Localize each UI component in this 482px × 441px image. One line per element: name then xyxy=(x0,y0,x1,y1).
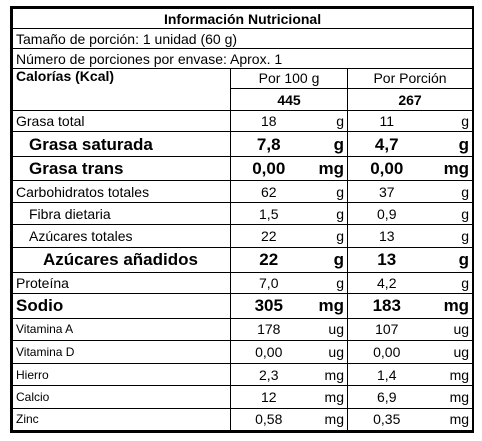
value-per-portion: 183 xyxy=(347,293,426,319)
table-row: Sodio 305 mg 183 mg xyxy=(12,293,474,319)
unit-per-100g: g xyxy=(306,110,348,133)
nutrient-label: Grasa saturada xyxy=(12,131,231,157)
unit-per-portion: mg xyxy=(425,155,474,181)
value-per-100g: 22 xyxy=(230,246,307,274)
unit-per-portion: g xyxy=(425,179,474,204)
column-header-per-portion: Por Porción xyxy=(346,67,474,89)
table-row: Grasa saturada 7,8 g 4,7 g xyxy=(12,131,474,157)
unit-per-100g: mg xyxy=(306,385,348,409)
value-per-portion: 11 xyxy=(347,110,426,133)
nutrient-label: Vitamina A xyxy=(12,317,231,341)
nutrient-label: Sodio xyxy=(12,293,231,319)
value-per-portion: 13 xyxy=(347,224,426,248)
value-per-100g: 178 xyxy=(230,317,307,341)
value-per-100g: 1,5 xyxy=(230,202,307,226)
value-per-100g: 2,3 xyxy=(230,363,307,387)
value-per-100g: 12 xyxy=(230,385,307,409)
table-row: Vitamina A 178 ug 107 ug xyxy=(12,317,474,341)
nutrient-label: Hierro xyxy=(12,363,231,387)
nutrient-label: Proteína xyxy=(12,272,231,295)
unit-per-portion: mg xyxy=(425,363,474,387)
unit-per-portion: ug xyxy=(425,317,474,341)
value-per-portion: 0,35 xyxy=(347,407,426,432)
unit-per-100g: g xyxy=(306,179,348,204)
value-per-portion: 0,00 xyxy=(347,339,426,365)
value-per-100g: 18 xyxy=(230,110,307,133)
unit-per-portion: g xyxy=(425,110,474,133)
value-per-100g: 0,00 xyxy=(230,155,307,181)
unit-per-100g: mg xyxy=(306,155,348,181)
unit-per-100g: mg xyxy=(306,293,348,319)
table-row: Calcio 12 mg 6,9 mg xyxy=(12,385,474,409)
unit-per-portion: g xyxy=(425,202,474,226)
table-row: Azúcares añadidos 22 g 13 g xyxy=(12,246,474,274)
nutrient-label: Carbohidratos totales xyxy=(12,179,231,204)
nutrient-label: Grasa trans xyxy=(12,155,231,181)
unit-per-100g: ug xyxy=(306,339,348,365)
table-row: Fibra dietaria 1,5 g 0,9 g xyxy=(12,202,474,226)
table-row: Hierro 2,3 mg 1,4 mg xyxy=(12,363,474,387)
table-row: Proteína 7,0 g 4,2 g xyxy=(12,272,474,295)
value-per-portion: 37 xyxy=(347,179,426,204)
unit-per-100g: mg xyxy=(306,407,348,432)
value-per-100g: 0,58 xyxy=(230,407,307,432)
table-row: Vitamina D 0,00 ug 0,00 ug xyxy=(12,339,474,365)
unit-per-portion: mg xyxy=(425,293,474,319)
value-per-100g: 7,0 xyxy=(230,272,307,295)
table-title: Información Nutricional xyxy=(11,7,474,30)
value-per-portion: 4,2 xyxy=(347,272,426,295)
unit-per-100g: mg xyxy=(306,363,348,387)
unit-per-portion: g xyxy=(425,224,474,248)
unit-per-100g: g xyxy=(306,224,348,248)
unit-per-100g: g xyxy=(306,131,348,157)
serving-size: Tamaño de porción: 1 unidad (60 g) xyxy=(11,28,474,50)
unit-per-100g: ug xyxy=(306,317,348,341)
servings-per-package: Número de porciones por envase: Aprox. 1 xyxy=(11,48,474,69)
value-per-portion: 6,9 xyxy=(347,385,426,409)
value-per-portion: 4,7 xyxy=(347,131,426,157)
value-per-portion: 1,4 xyxy=(347,363,426,387)
unit-per-100g: g xyxy=(306,202,348,226)
value-per-portion: 0,9 xyxy=(347,202,426,226)
calories-per-portion: 267 xyxy=(346,87,474,112)
table-row: Carbohidratos totales 62 g 37 g xyxy=(12,179,474,204)
nutrient-label: Grasa total xyxy=(12,110,231,133)
nutrient-label: Calcio xyxy=(12,385,231,409)
table-row: Grasa trans 0,00 mg 0,00 mg xyxy=(12,155,474,181)
table-row: Zinc 0,58 mg 0,35 mg xyxy=(12,407,474,432)
unit-per-100g: g xyxy=(306,272,348,295)
table-row: Azúcares totales 22 g 13 g xyxy=(12,224,474,248)
nutrient-label: Fibra dietaria xyxy=(12,202,231,226)
value-per-100g: 62 xyxy=(230,179,307,204)
value-per-portion: 0,00 xyxy=(347,155,426,181)
value-per-100g: 7,8 xyxy=(230,131,307,157)
unit-per-portion: ug xyxy=(425,339,474,365)
unit-per-portion: g xyxy=(425,246,474,274)
nutrient-label: Zinc xyxy=(12,407,231,432)
unit-per-portion: mg xyxy=(425,385,474,409)
value-per-portion: 107 xyxy=(347,317,426,341)
nutrition-table: Información Nutricional Tamaño de porció… xyxy=(11,7,474,432)
nutrient-label: Azúcares totales xyxy=(12,224,231,248)
unit-per-100g: g xyxy=(306,246,348,274)
unit-per-portion: g xyxy=(425,131,474,157)
calories-label: Calorías (Kcal) xyxy=(12,67,231,112)
unit-per-portion: mg xyxy=(425,407,474,432)
calories-per-100g: 445 xyxy=(230,87,348,112)
value-per-portion: 13 xyxy=(347,246,426,274)
value-per-100g: 22 xyxy=(230,224,307,248)
table-row: Grasa total 18 g 11 g xyxy=(12,110,474,133)
value-per-100g: 305 xyxy=(230,293,307,319)
nutrient-label: Azúcares añadidos xyxy=(12,246,231,274)
value-per-100g: 0,00 xyxy=(230,339,307,365)
unit-per-portion: g xyxy=(425,272,474,295)
nutrition-facts-panel: Información Nutricional Tamaño de porció… xyxy=(10,6,474,433)
nutrient-label: Vitamina D xyxy=(12,339,231,365)
column-header-per-100g: Por 100 g xyxy=(230,67,348,89)
